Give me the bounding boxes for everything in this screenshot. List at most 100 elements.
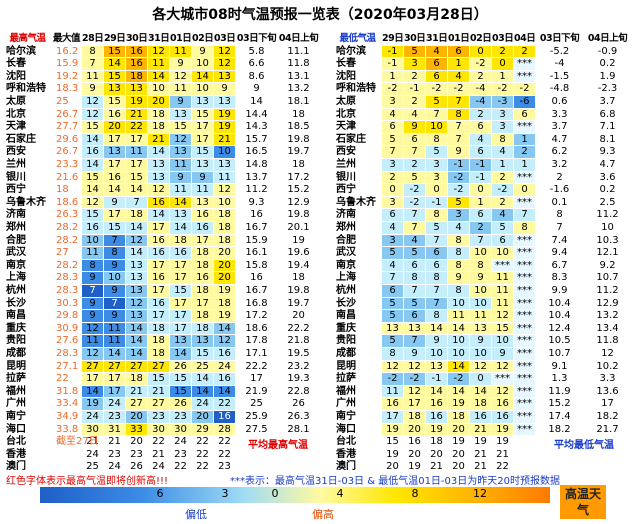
data-cell: -4 [470, 83, 492, 96]
data-cell: 28.3 [52, 272, 82, 285]
data-cell: *** [514, 335, 536, 348]
header-cell: 28日 [82, 33, 104, 46]
data-cell: *** [514, 385, 536, 399]
data-cell: 10 [214, 196, 236, 210]
header-cell: 01日 [448, 33, 470, 46]
data-cell: 21 [492, 448, 514, 462]
city-cell: 杭州 [334, 285, 382, 298]
data-cell: 20 [104, 121, 126, 134]
data-cell: 19 [382, 423, 404, 437]
city-cell: 石家庄 [4, 133, 52, 147]
data-cell: 12 [82, 96, 104, 109]
data-cell: 15 [170, 385, 192, 399]
data-cell: 5.8 [236, 45, 278, 59]
city-cell: 长沙 [334, 297, 382, 311]
data-cell: 0.2 [584, 184, 632, 197]
data-cell: 14 [148, 209, 170, 222]
data-cell: 14 [192, 70, 214, 84]
data-cell: 26.7 [52, 146, 82, 159]
data-cell: 25 [192, 360, 214, 374]
data-cell: 24 [148, 461, 170, 474]
data-cell: 8 [82, 259, 104, 273]
data-cell: 15 [104, 45, 126, 59]
data-cell: 8 [536, 209, 584, 222]
data-cell: 17 [82, 373, 104, 386]
data-cell: 0 [426, 184, 448, 197]
data-cell: 16 [148, 234, 170, 248]
data-cell: 16 [382, 398, 404, 411]
data-cell: 16 [192, 272, 214, 285]
data-cell: 15.2 [278, 184, 320, 197]
data-cell: 10 [104, 272, 126, 285]
data-cell: 18.2 [584, 411, 632, 424]
data-cell: 19 [214, 310, 236, 323]
city-cell: 哈尔滨 [4, 45, 52, 59]
data-cell: 4 [382, 222, 404, 235]
data-cell: 27.6 [52, 335, 82, 348]
data-cell: 8 [448, 247, 470, 260]
data-cell: 21.8 [278, 335, 320, 348]
data-cell: 8 [448, 259, 470, 273]
data-cell: 3 [426, 171, 448, 185]
data-cell: 6 [426, 70, 448, 84]
data-cell: 22 [214, 448, 236, 462]
data-cell [584, 436, 632, 449]
data-cell: -3 [492, 96, 514, 109]
data-cell: 18 [192, 259, 214, 273]
data-cell: 3.6 [584, 171, 632, 185]
data-cell: 10 [426, 121, 448, 134]
header-cell: 04日 [514, 33, 536, 46]
data-cell: 16 [236, 272, 278, 285]
data-cell: 10 [492, 247, 514, 260]
data-cell: 15.9 [52, 58, 82, 71]
data-cell [536, 436, 584, 449]
data-cell: 18 [192, 322, 214, 336]
data-cell: 6.7 [536, 259, 584, 273]
data-cell: 16.1 [236, 247, 278, 260]
data-cell: 17 [382, 411, 404, 424]
data-cell: 22 [126, 121, 148, 134]
data-cell: 24 [170, 436, 192, 449]
data-cell: 27 [104, 360, 126, 374]
header-cell: 01日 [170, 33, 192, 46]
data-cell: 28.3 [52, 348, 82, 361]
data-cell: 9 [82, 272, 104, 285]
data-cell: 4 [448, 70, 470, 84]
data-cell: 18 [192, 285, 214, 298]
data-cell: 9 [82, 310, 104, 323]
data-cell: 25 [236, 398, 278, 411]
data-cell: 18 [214, 297, 236, 311]
data-cell: 33.4 [52, 398, 82, 411]
data-cell: 21 [126, 108, 148, 122]
data-cell: 1 [448, 58, 470, 71]
data-cell: 11 [214, 171, 236, 185]
data-cell: 8 [448, 234, 470, 248]
data-cell: 2 [404, 70, 426, 84]
data-cell: 23 [126, 448, 148, 462]
data-cell: *** [514, 348, 536, 361]
city-cell: 贵阳 [334, 335, 382, 348]
data-cell: 25 [52, 96, 82, 109]
data-cell: 13 [126, 272, 148, 285]
data-cell: 2 [470, 108, 492, 122]
header-cell: 31日 [426, 33, 448, 46]
data-cell: 0 [470, 373, 492, 386]
data-cell: 19 [82, 398, 104, 411]
data-cell: 17 [104, 133, 126, 147]
city-cell: 上海 [4, 272, 52, 285]
data-cell: 17 [192, 234, 214, 248]
data-cell: 7 [126, 196, 148, 210]
data-cell: 20 [192, 411, 214, 424]
data-cell: 7 [82, 58, 104, 71]
data-cell: 19 [404, 461, 426, 474]
data-cell: 3.3 [536, 108, 584, 122]
data-cell: 18 [214, 222, 236, 235]
data-cell: 5 [404, 45, 426, 59]
city-cell: 上海 [334, 272, 382, 285]
city-cell: 香港 [4, 448, 52, 462]
data-cell: 4 [492, 146, 514, 159]
data-cell: 3.2 [536, 159, 584, 172]
data-cell: 18.6 [236, 322, 278, 336]
data-cell [584, 448, 632, 462]
data-cell: 15.7 [236, 133, 278, 147]
